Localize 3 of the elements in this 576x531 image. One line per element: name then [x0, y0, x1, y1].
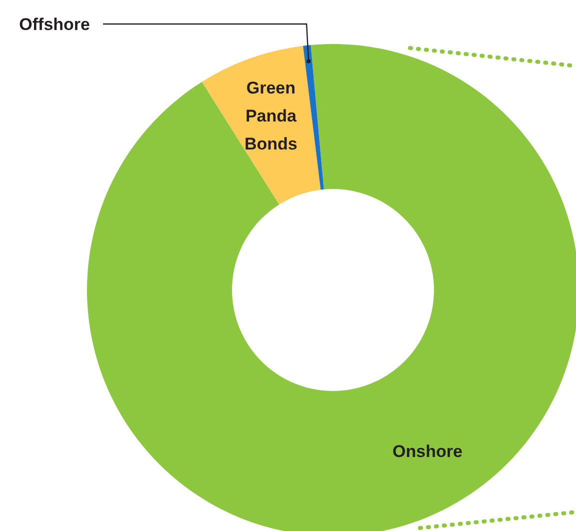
slice-label: Onshore: [392, 442, 462, 462]
slice-label: Offshore: [19, 15, 90, 34]
slice-label: Green Panda Bonds: [244, 78, 298, 154]
